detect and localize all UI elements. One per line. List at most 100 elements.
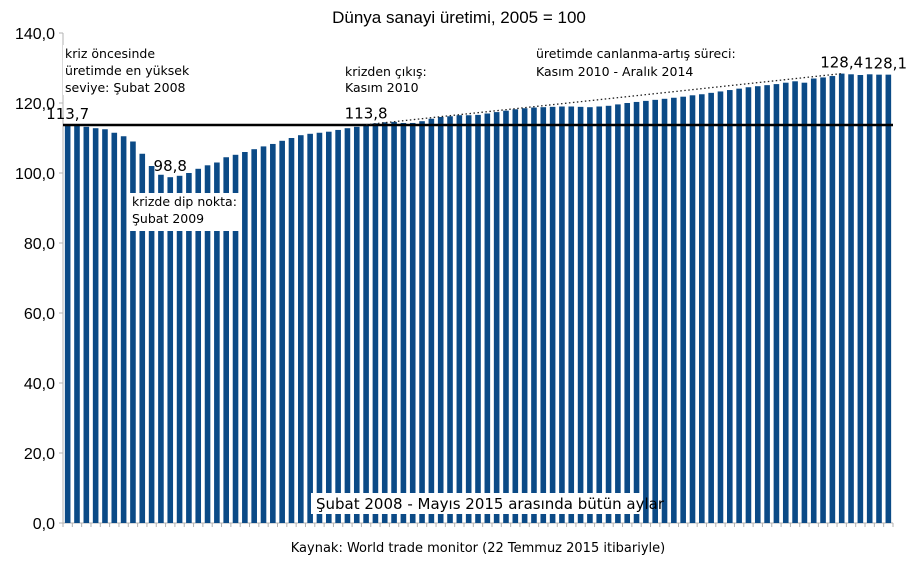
bar xyxy=(782,82,789,523)
bar xyxy=(829,76,836,524)
bar xyxy=(298,135,304,523)
bar xyxy=(577,106,584,523)
bar xyxy=(74,125,80,523)
bar xyxy=(260,146,267,523)
bar xyxy=(353,126,360,524)
bar xyxy=(64,125,71,524)
y-axis-ticks: 0,0 20,0 40,0 60,0 80,0 100,0 120,0 140,0 xyxy=(15,26,894,533)
bar xyxy=(465,115,472,523)
bar xyxy=(456,115,463,523)
bar xyxy=(363,124,369,523)
annotation-recovery-period: üretimde canlanma-artış süreci: Kasım 20… xyxy=(536,46,736,79)
bar xyxy=(130,141,136,523)
y-tick-label: 40,0 xyxy=(24,376,55,393)
bar xyxy=(792,81,798,524)
y-tick-label: 0,0 xyxy=(33,516,55,533)
bar xyxy=(652,99,658,523)
bar xyxy=(335,129,341,523)
bar xyxy=(661,98,668,524)
bar xyxy=(820,77,826,523)
bar xyxy=(727,90,733,524)
bar xyxy=(316,132,323,523)
bar xyxy=(204,165,211,524)
y-tick-label: 60,0 xyxy=(24,306,55,323)
bar xyxy=(764,85,770,524)
annotation-line: krizde dip nokta: xyxy=(132,194,237,209)
bar xyxy=(232,154,239,524)
value-labels: 113,7 98,8 113,8 128,4 128,1 xyxy=(46,54,907,176)
bar xyxy=(381,122,388,523)
bar xyxy=(325,131,332,523)
x-axis-label: Şubat 2008 - Mayıs 2015 arasında bütün a… xyxy=(316,495,665,513)
bar xyxy=(773,84,780,523)
y-tick-label: 120,0 xyxy=(15,96,55,113)
bar xyxy=(92,128,99,523)
value-label: 98,8 xyxy=(154,157,187,175)
chart-title: Dünya sanayi üretimi, 2005 = 100 xyxy=(332,8,586,27)
bar xyxy=(801,82,808,523)
bar xyxy=(549,106,556,523)
bar xyxy=(866,74,873,524)
annotation-line: kriz öncesinde xyxy=(65,46,155,61)
bar xyxy=(139,153,146,523)
annotation-line: Kasım 2010 xyxy=(345,80,419,95)
bar xyxy=(344,128,351,523)
bar xyxy=(437,117,444,523)
bar xyxy=(671,97,677,523)
bar xyxy=(876,74,882,524)
bar xyxy=(810,78,817,523)
annotation-crisis-exit: krizden çıkış: Kasım 2010 xyxy=(345,64,427,95)
bar xyxy=(288,138,295,523)
value-label: 113,8 xyxy=(345,105,388,123)
value-label: 128,4 xyxy=(820,54,863,72)
recovery-trend-line xyxy=(366,72,842,126)
bar xyxy=(624,103,631,523)
annotation-pre-crisis-peak: kriz öncesinde üretimde en yüksek seviye… xyxy=(63,45,196,95)
bar xyxy=(754,86,761,523)
bar xyxy=(447,116,453,524)
bar xyxy=(148,166,155,523)
bar xyxy=(848,74,854,524)
bar xyxy=(503,110,509,523)
bar xyxy=(838,73,845,523)
bar xyxy=(493,112,500,523)
annotation-crisis-bottom: krizde dip nokta: Şubat 2009 xyxy=(128,193,242,231)
bar xyxy=(521,108,528,523)
bar xyxy=(111,132,118,523)
bar xyxy=(83,126,90,524)
bar xyxy=(270,143,276,523)
bar xyxy=(158,174,164,523)
bar xyxy=(736,88,742,524)
bar xyxy=(167,177,174,523)
x-axis-caption: Şubat 2008 - Mayıs 2015 arasında bütün a… xyxy=(311,493,665,514)
bar-series xyxy=(64,73,892,524)
bar xyxy=(605,105,612,524)
y-tick-label: 100,0 xyxy=(15,166,55,183)
bar xyxy=(680,96,686,523)
bar xyxy=(242,152,248,523)
bar xyxy=(400,122,407,523)
bar xyxy=(717,91,724,523)
bar xyxy=(223,157,229,523)
bar xyxy=(120,136,127,523)
source-note: Kaynak: World trade monitor (22 Temmuz 2… xyxy=(291,541,665,556)
bar xyxy=(186,173,192,523)
bar xyxy=(745,87,752,523)
bar xyxy=(857,75,864,523)
bar xyxy=(195,168,202,524)
y-tick-label: 20,0 xyxy=(24,446,55,463)
bar xyxy=(885,74,892,524)
bar xyxy=(214,162,220,523)
bar xyxy=(531,107,537,524)
value-label: 128,1 xyxy=(864,55,907,73)
annotation-line: Kasım 2010 - Aralık 2014 xyxy=(536,64,693,79)
bar xyxy=(251,149,257,523)
bar xyxy=(475,114,481,524)
bar xyxy=(596,106,603,523)
bar xyxy=(568,106,575,523)
bar xyxy=(102,129,108,523)
annotation-line: üretimde canlanma-artış süreci: xyxy=(536,46,736,61)
annotation-line: üretimde en yüksek xyxy=(65,63,190,78)
bar xyxy=(699,94,705,523)
